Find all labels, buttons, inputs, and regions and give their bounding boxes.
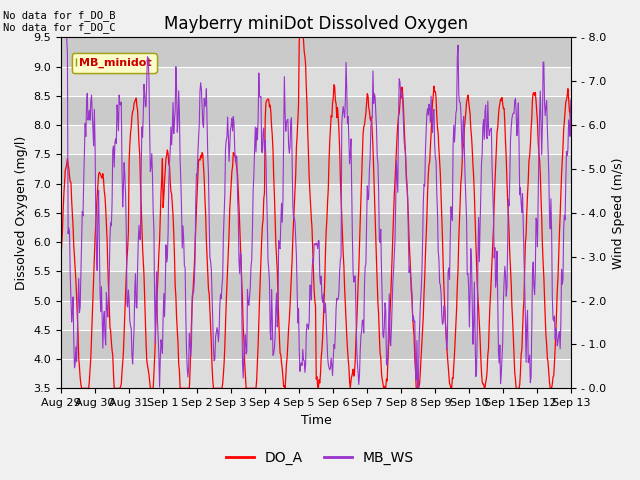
Bar <box>61 330 572 359</box>
Bar <box>61 359 572 388</box>
Text: No data for f_DO_B
No data for f_DO_C: No data for f_DO_B No data for f_DO_C <box>3 10 116 33</box>
Bar <box>61 125 572 155</box>
Bar <box>61 300 572 330</box>
Bar <box>61 37 572 67</box>
Bar <box>61 183 572 213</box>
Legend: DO_A, MB_WS: DO_A, MB_WS <box>221 445 419 471</box>
Bar <box>61 67 572 96</box>
Bar <box>61 242 572 271</box>
X-axis label: Time: Time <box>301 414 332 427</box>
Bar <box>61 96 572 125</box>
Y-axis label: Wind Speed (m∕s): Wind Speed (m∕s) <box>612 157 625 269</box>
Y-axis label: Dissolved Oxygen (mg/l): Dissolved Oxygen (mg/l) <box>15 136 28 290</box>
Bar <box>61 213 572 242</box>
Bar <box>61 271 572 300</box>
Title: Mayberry miniDot Dissolved Oxygen: Mayberry miniDot Dissolved Oxygen <box>164 15 468 33</box>
Legend: MB_minidot: MB_minidot <box>72 53 157 72</box>
Bar <box>61 155 572 183</box>
